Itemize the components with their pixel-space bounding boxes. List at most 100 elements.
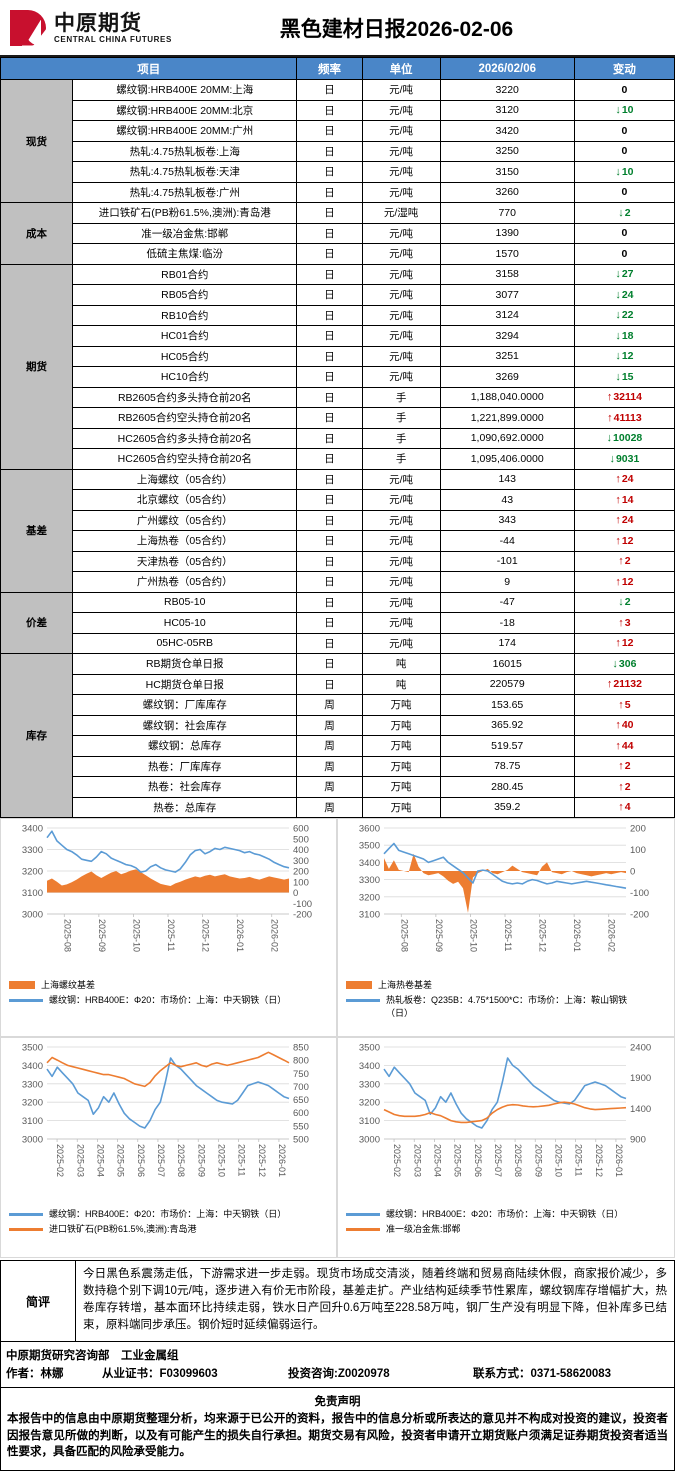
- cell-change: 0: [573, 120, 675, 142]
- arrow-up-icon: ↑: [615, 534, 621, 547]
- cell-item: HC期货仓单日报: [72, 673, 298, 695]
- cell-unit: 元/吨: [361, 222, 441, 244]
- cell-unit: 元/吨: [361, 345, 441, 367]
- footer-contact: 联系方式：0371-58620083: [473, 1368, 612, 1380]
- legend-swatch-line-blue: [346, 1213, 380, 1216]
- cell-item: 广州热卷（05合约）: [72, 571, 298, 593]
- legend-label-0: 螺纹钢：HRB400E：Φ20：市场价：上海：中天钢铁（日）: [386, 1209, 624, 1219]
- cell-change: ↑24: [573, 509, 675, 531]
- svg-text:-100: -100: [630, 888, 649, 899]
- svg-text:500: 500: [293, 1135, 309, 1146]
- legend-label-0: 上海热卷基差: [378, 980, 433, 990]
- arrow-up-icon: ↑: [618, 616, 624, 629]
- cell-value: 3260: [439, 181, 575, 203]
- svg-text:2025-03: 2025-03: [412, 1144, 422, 1177]
- cell-frequency: 日: [296, 325, 363, 347]
- cell-unit: 万吨: [361, 714, 441, 736]
- cell-change: ↓10: [573, 161, 675, 183]
- arrow-up-icon: ↑: [618, 760, 624, 773]
- cell-value: 3251: [439, 345, 575, 367]
- cell-change: ↑24: [573, 468, 675, 490]
- svg-text:3300: 3300: [22, 845, 43, 856]
- svg-text:2025-08: 2025-08: [513, 1144, 523, 1177]
- group-label-0: 现货: [0, 79, 74, 203]
- cell-unit: 元/吨: [361, 489, 441, 511]
- svg-text:750: 750: [293, 1069, 309, 1080]
- svg-text:2025-07: 2025-07: [156, 1144, 166, 1177]
- cell-frequency: 日: [296, 243, 363, 265]
- chart-svg: 3500 3400 3300 3200 3100 3000 2400 1900 1400 900 2…: [359, 1043, 651, 1178]
- cell-item: HC05-10: [72, 612, 298, 634]
- cell-frequency: 日: [296, 263, 363, 285]
- arrow-down-icon: ↓: [609, 452, 615, 465]
- group-label-5: 库存: [0, 653, 74, 818]
- svg-text:3400: 3400: [359, 858, 380, 869]
- cell-frequency: 日: [296, 571, 363, 593]
- table-body: 现货 螺纹钢:HRB400E 20MM:上海日元/吨 3220 0 螺纹钢:HRB400…: [0, 79, 675, 818]
- arrow-up-icon: ↑: [607, 411, 613, 424]
- cell-value: 3124: [439, 304, 575, 326]
- cell-unit: 万吨: [361, 755, 441, 777]
- svg-text:2025-09: 2025-09: [533, 1144, 543, 1177]
- col-header-change: 变动: [573, 57, 675, 80]
- cell-frequency: 日: [296, 550, 363, 572]
- svg-text:700: 700: [293, 1082, 309, 1093]
- cell-unit: 元/吨: [361, 304, 441, 326]
- cell-change: ↑2: [573, 550, 675, 572]
- table-row: RB10合约日元/吨 3124 ↓22: [1, 304, 675, 326]
- chart-legend: 螺纹钢：HRB400E：Φ20：市场价：上海：中天钢铁（日） 准一级冶金焦:邯郸: [340, 1208, 672, 1236]
- cell-unit: 元/吨: [361, 263, 441, 285]
- svg-text:0: 0: [630, 867, 635, 878]
- cell-frequency: 周: [296, 735, 363, 757]
- cell-value: 220579: [439, 673, 575, 695]
- cell-change: ↓9031: [573, 448, 675, 470]
- svg-text:2025-06: 2025-06: [473, 1144, 483, 1177]
- svg-text:-200: -200: [293, 910, 312, 921]
- svg-text:2025-04: 2025-04: [95, 1144, 105, 1177]
- cell-frequency: 日: [296, 140, 363, 162]
- cell-unit: 元/吨: [361, 284, 441, 306]
- cell-item: 上海热卷（05合约）: [72, 530, 298, 552]
- cell-frequency: 日: [296, 120, 363, 142]
- svg-text:600: 600: [293, 824, 309, 835]
- cell-item: 螺纹钢：总库存: [72, 735, 298, 757]
- cell-item: 热轧:4.75热轧板卷:广州: [72, 181, 298, 203]
- svg-text:2025-12: 2025-12: [257, 1144, 267, 1177]
- table-row: 螺纹钢：社会库存周万吨 365.92 ↑40: [1, 714, 675, 736]
- table-row: 螺纹钢：总库存周万吨 519.57 ↑44: [1, 735, 675, 757]
- cell-change: ↓2: [573, 202, 675, 224]
- cell-value: 153.65: [439, 694, 575, 716]
- chart-legend: 上海螺纹基差 螺纹钢：HRB400E：Φ20：市场价：上海：中天钢铁（日）: [3, 979, 334, 1007]
- cell-value: -47: [439, 591, 575, 613]
- cell-frequency: 日: [296, 222, 363, 244]
- svg-text:3300: 3300: [22, 1079, 43, 1090]
- cell-change: ↑12: [573, 571, 675, 593]
- cell-change: 0: [573, 79, 675, 101]
- cell-item: RB05-10: [72, 591, 298, 613]
- cell-change: ↑41113: [573, 407, 675, 429]
- svg-text:2025-02: 2025-02: [55, 1144, 65, 1177]
- cell-frequency: 日: [296, 632, 363, 654]
- cell-frequency: 日: [296, 591, 363, 613]
- legend-swatch-area: [9, 981, 35, 989]
- svg-text:2026-01: 2026-01: [277, 1144, 287, 1177]
- cell-unit: 吨: [361, 653, 441, 675]
- svg-text:850: 850: [293, 1043, 309, 1054]
- table-row: 基差 上海螺纹（05合约）日元/吨 143 ↑24: [0, 468, 675, 593]
- cell-item: 螺纹钢:HRB400E 20MM:北京: [72, 99, 298, 121]
- arrow-up-icon: ↑: [606, 678, 613, 691]
- cell-change: ↓10028: [573, 427, 675, 449]
- arrow-up-icon: ↑: [618, 780, 624, 793]
- cell-value: 519.57: [439, 735, 575, 757]
- cell-frequency: 周: [296, 714, 363, 736]
- cell-change: ↓10: [573, 99, 675, 121]
- cell-value: 3150: [439, 161, 575, 183]
- svg-text:2025-11: 2025-11: [503, 919, 513, 951]
- svg-text:650: 650: [293, 1095, 309, 1106]
- cell-item: 05HC-05RB: [72, 632, 298, 654]
- cell-unit: 万吨: [361, 776, 441, 798]
- footer-certificate: 从业证书：F03099603: [102, 1368, 218, 1380]
- cell-value: 9: [439, 571, 575, 593]
- arrow-down-icon: ↓: [612, 657, 618, 670]
- svg-text:2025-12: 2025-12: [201, 919, 211, 952]
